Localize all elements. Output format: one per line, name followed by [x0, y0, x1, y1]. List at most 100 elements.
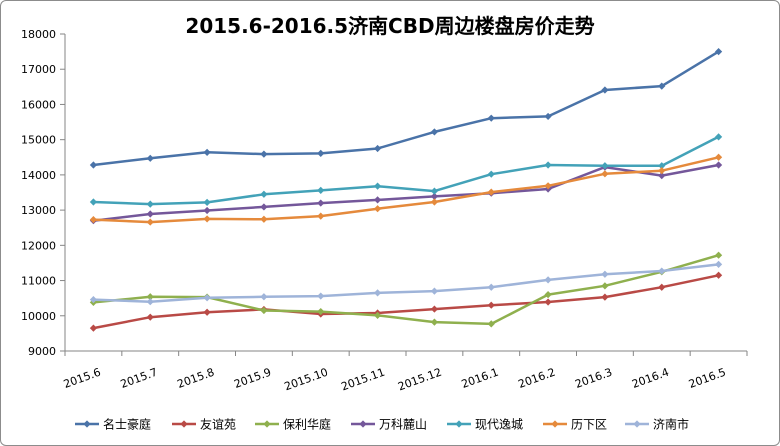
data-point — [487, 301, 495, 309]
series-layer — [89, 48, 723, 332]
legend-marker — [551, 420, 559, 428]
data-point — [430, 318, 439, 326]
data-point — [544, 161, 552, 169]
y-tick-label: 11000 — [21, 275, 56, 288]
data-point — [260, 190, 268, 198]
data-point — [317, 199, 325, 207]
legend-marker — [359, 420, 367, 428]
data-point — [203, 308, 211, 316]
data-point — [658, 283, 666, 291]
data-point — [146, 218, 154, 226]
data-point — [146, 313, 154, 321]
legend-label: 现代逸城 — [475, 418, 523, 432]
data-point — [714, 48, 723, 56]
data-point — [203, 215, 211, 223]
data-point — [373, 144, 382, 153]
data-point — [714, 251, 723, 259]
data-point — [203, 198, 211, 206]
series-line — [93, 263, 719, 303]
data-point — [601, 162, 609, 170]
series-7 — [89, 260, 723, 306]
data-point — [601, 86, 609, 94]
data-point — [89, 216, 98, 224]
data-point — [487, 170, 495, 178]
x-tick-label: 2015.10 — [283, 366, 330, 394]
x-tick-label: 2016.1 — [460, 366, 501, 391]
y-tick-label: 10000 — [21, 310, 56, 323]
data-point — [203, 294, 211, 302]
legend-label: 万科麓山 — [379, 418, 427, 432]
legend-item: 济南市 — [625, 417, 689, 432]
series-5 — [89, 133, 723, 208]
legend-item: 友谊苑 — [172, 417, 236, 432]
y-tick-label: 17000 — [21, 63, 56, 76]
data-point — [601, 282, 609, 290]
x-tick-label: 2016.3 — [573, 366, 614, 391]
legend-label: 济南市 — [653, 417, 689, 432]
data-point — [373, 205, 382, 213]
y-axis: 9000 10000 11000 12000 13000 14000 15000 16000 1… — [21, 28, 66, 358]
y-tick-label: 9000 — [28, 345, 56, 358]
legend-item: 名士豪庭 — [75, 417, 151, 432]
data-point — [260, 293, 268, 301]
legend-label: 历下区 — [571, 418, 607, 432]
data-point — [658, 82, 666, 90]
data-point — [487, 188, 495, 196]
series-line — [93, 274, 719, 330]
data-point — [146, 154, 154, 162]
data-point — [317, 186, 325, 194]
data-point — [373, 289, 382, 297]
data-point — [714, 153, 723, 161]
chart-title: 2015.6-2016.5济南CBD周边楼盘房价走势 — [185, 14, 594, 38]
data-point — [544, 112, 552, 121]
data-point — [89, 295, 98, 304]
x-tick-label: 2015.8 — [175, 366, 216, 391]
data-point — [317, 149, 325, 158]
legend-item: 历下区 — [543, 418, 607, 432]
y-tick-label: 18000 — [21, 28, 56, 41]
data-point — [658, 171, 666, 180]
x-tick-label: 2015.6 — [62, 366, 103, 391]
y-tick-label: 13000 — [21, 204, 56, 217]
series-4 — [89, 161, 723, 225]
data-point — [430, 187, 439, 195]
data-point — [260, 150, 268, 158]
data-point — [430, 287, 439, 295]
data-point — [430, 192, 439, 200]
series-1 — [89, 48, 723, 169]
legend-item: 万科麓山 — [351, 418, 427, 432]
data-point — [544, 276, 552, 284]
data-point — [658, 162, 666, 170]
data-point — [714, 161, 723, 169]
data-point — [487, 114, 495, 122]
data-point — [714, 260, 723, 268]
data-point — [487, 283, 495, 291]
data-point — [260, 203, 268, 211]
y-tick-label: 12000 — [21, 239, 56, 252]
legend-label: 保利华庭 — [283, 417, 331, 432]
data-point — [601, 293, 609, 301]
data-point — [373, 311, 382, 320]
x-tick-label: 2016.5 — [687, 366, 728, 391]
data-point — [714, 133, 723, 141]
data-point — [487, 320, 495, 328]
x-tick-label: 2015.12 — [396, 366, 443, 394]
legend-item: 现代逸城 — [447, 418, 523, 432]
series-line — [93, 156, 719, 224]
legend-marker — [180, 420, 188, 428]
legend-marker — [455, 420, 463, 428]
y-tick-label: 16000 — [21, 98, 56, 111]
legend-marker — [263, 420, 271, 428]
data-point — [544, 182, 552, 190]
data-point — [373, 196, 382, 204]
data-point — [203, 148, 211, 156]
data-point — [430, 128, 439, 136]
data-point — [317, 307, 325, 316]
data-point — [260, 215, 268, 223]
data-point — [146, 210, 154, 218]
x-tick-label: 2015.11 — [339, 366, 386, 394]
data-point — [544, 298, 552, 306]
data-point — [146, 200, 154, 208]
